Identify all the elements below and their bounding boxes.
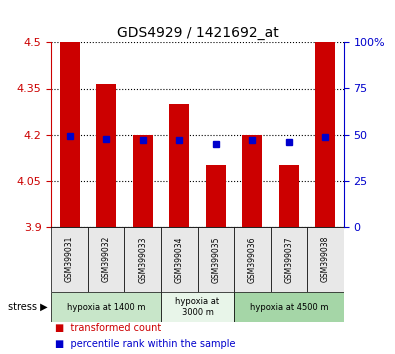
Text: GSM399035: GSM399035: [211, 236, 220, 282]
Bar: [96, 84, 116, 227]
Bar: [169, 104, 189, 227]
FancyBboxPatch shape: [161, 227, 198, 292]
FancyBboxPatch shape: [161, 292, 234, 322]
FancyBboxPatch shape: [271, 227, 307, 292]
Text: stress ▶: stress ▶: [8, 302, 47, 312]
FancyBboxPatch shape: [307, 227, 344, 292]
Text: ■  percentile rank within the sample: ■ percentile rank within the sample: [55, 339, 236, 349]
FancyBboxPatch shape: [198, 227, 234, 292]
Bar: [315, 42, 335, 227]
FancyBboxPatch shape: [234, 227, 271, 292]
Text: GSM399037: GSM399037: [284, 236, 293, 282]
Text: GSM399033: GSM399033: [138, 236, 147, 282]
Bar: [279, 165, 299, 227]
Text: GSM399032: GSM399032: [102, 236, 111, 282]
Text: hypoxia at
3000 m: hypoxia at 3000 m: [175, 297, 220, 317]
Text: GSM399036: GSM399036: [248, 236, 257, 282]
FancyBboxPatch shape: [51, 227, 88, 292]
Bar: [242, 135, 262, 227]
FancyBboxPatch shape: [51, 292, 161, 322]
Bar: [133, 135, 153, 227]
FancyBboxPatch shape: [234, 292, 344, 322]
FancyBboxPatch shape: [88, 227, 124, 292]
Text: hypoxia at 4500 m: hypoxia at 4500 m: [250, 303, 328, 312]
Title: GDS4929 / 1421692_at: GDS4929 / 1421692_at: [117, 26, 278, 40]
Text: GSM399038: GSM399038: [321, 236, 330, 282]
Bar: [60, 42, 80, 227]
Text: hypoxia at 1400 m: hypoxia at 1400 m: [67, 303, 145, 312]
Bar: [206, 165, 226, 227]
Text: GSM399031: GSM399031: [65, 236, 74, 282]
Text: ■  transformed count: ■ transformed count: [55, 323, 162, 333]
FancyBboxPatch shape: [124, 227, 161, 292]
Text: GSM399034: GSM399034: [175, 236, 184, 282]
